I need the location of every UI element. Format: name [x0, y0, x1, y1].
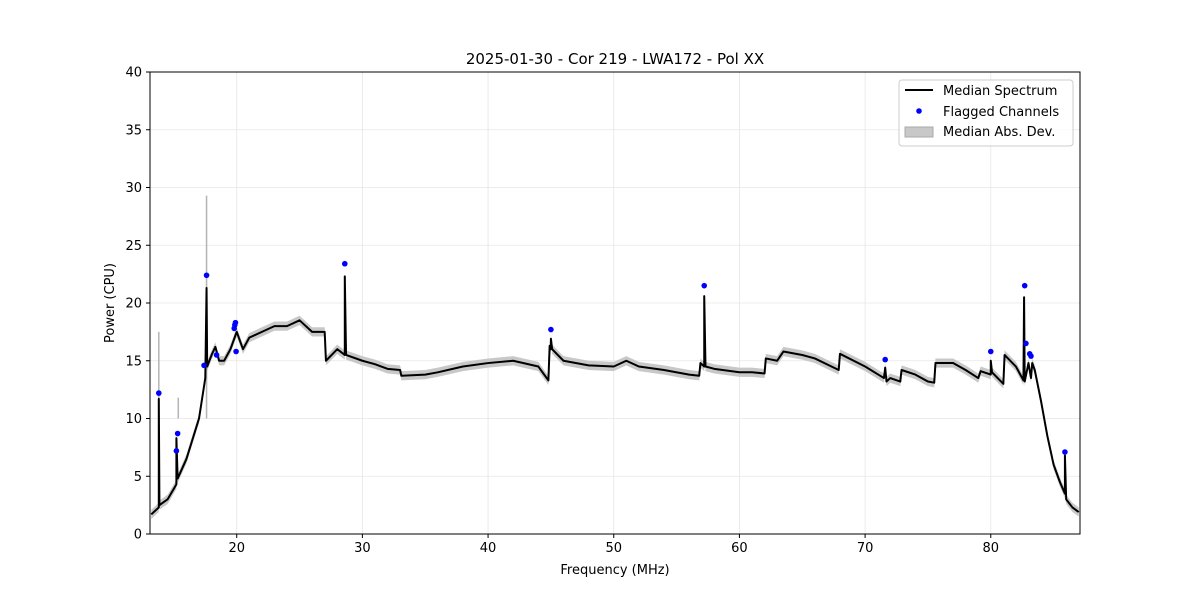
- x-tick-label: 50: [605, 541, 622, 556]
- y-tick-label: 15: [125, 354, 142, 369]
- y-tick-label: 5: [134, 470, 142, 485]
- y-tick-label: 20: [125, 297, 142, 312]
- legend-mad-label: Median Abs. Dev.: [943, 125, 1055, 140]
- flagged-channel-point: [203, 272, 210, 279]
- y-axis-label: Power (CPU): [103, 263, 118, 343]
- grid: [150, 71, 1080, 535]
- y-tick-label: 30: [125, 181, 142, 196]
- legend-mad-swatch: [904, 126, 934, 138]
- legend-median-label: Median Spectrum: [943, 84, 1057, 99]
- x-tick-label: 80: [982, 541, 999, 556]
- flagged-channel-point: [701, 282, 708, 289]
- mad-band-area: [151, 271, 1079, 519]
- flagged-channel-point: [1062, 449, 1068, 455]
- flagged-channel-point: [548, 326, 554, 333]
- legend: Median Spectrum Flagged Channels Median …: [898, 79, 1074, 147]
- flagged-points: [155, 260, 1068, 455]
- legend-flagged-swatch: [916, 108, 922, 114]
- chart-title: 2025-01-30 - Cor 219 - LWA172 - Pol XX: [466, 50, 764, 68]
- flagged-channel-point: [174, 430, 181, 437]
- y-tick-label: 10: [125, 412, 142, 427]
- flagged-channel-point: [1028, 353, 1034, 359]
- x-tick-label: 40: [480, 541, 497, 556]
- flagged-channel-point: [233, 348, 239, 355]
- flagged-channel-point: [1023, 340, 1029, 347]
- axis-ticks: 20 30 40 50 60 70 80 0 5 10 15 20 25 30 35 40: [125, 66, 999, 557]
- y-tick-label: 25: [125, 239, 142, 254]
- flagged-channel-point: [987, 348, 994, 355]
- legend-flagged-label: Flagged Channels: [943, 105, 1059, 120]
- mad-band: [151, 195, 1079, 519]
- median-spectrum-line: [150, 275, 1080, 516]
- x-tick-label: 30: [354, 541, 371, 556]
- flagged-channel-point: [232, 319, 239, 326]
- flagged-channel-point: [882, 356, 889, 363]
- x-tick-label: 70: [857, 541, 874, 556]
- y-tick-label: 0: [134, 528, 142, 543]
- flagged-channel-point: [155, 390, 162, 396]
- x-tick-label: 60: [731, 541, 748, 556]
- flagged-channel-point: [201, 362, 207, 369]
- x-axis-label: Frequency (MHz): [560, 563, 669, 578]
- legend-box: [898, 79, 1074, 147]
- flagged-channel-point: [213, 352, 220, 358]
- flagged-channel-point: [1021, 282, 1028, 289]
- y-tick-label: 35: [125, 123, 142, 138]
- flagged-channel-point: [173, 448, 180, 454]
- median-line-group: [150, 275, 1080, 516]
- flagged-channel-point: [341, 260, 348, 267]
- x-tick-label: 20: [228, 541, 245, 556]
- y-tick-label: 40: [125, 66, 142, 81]
